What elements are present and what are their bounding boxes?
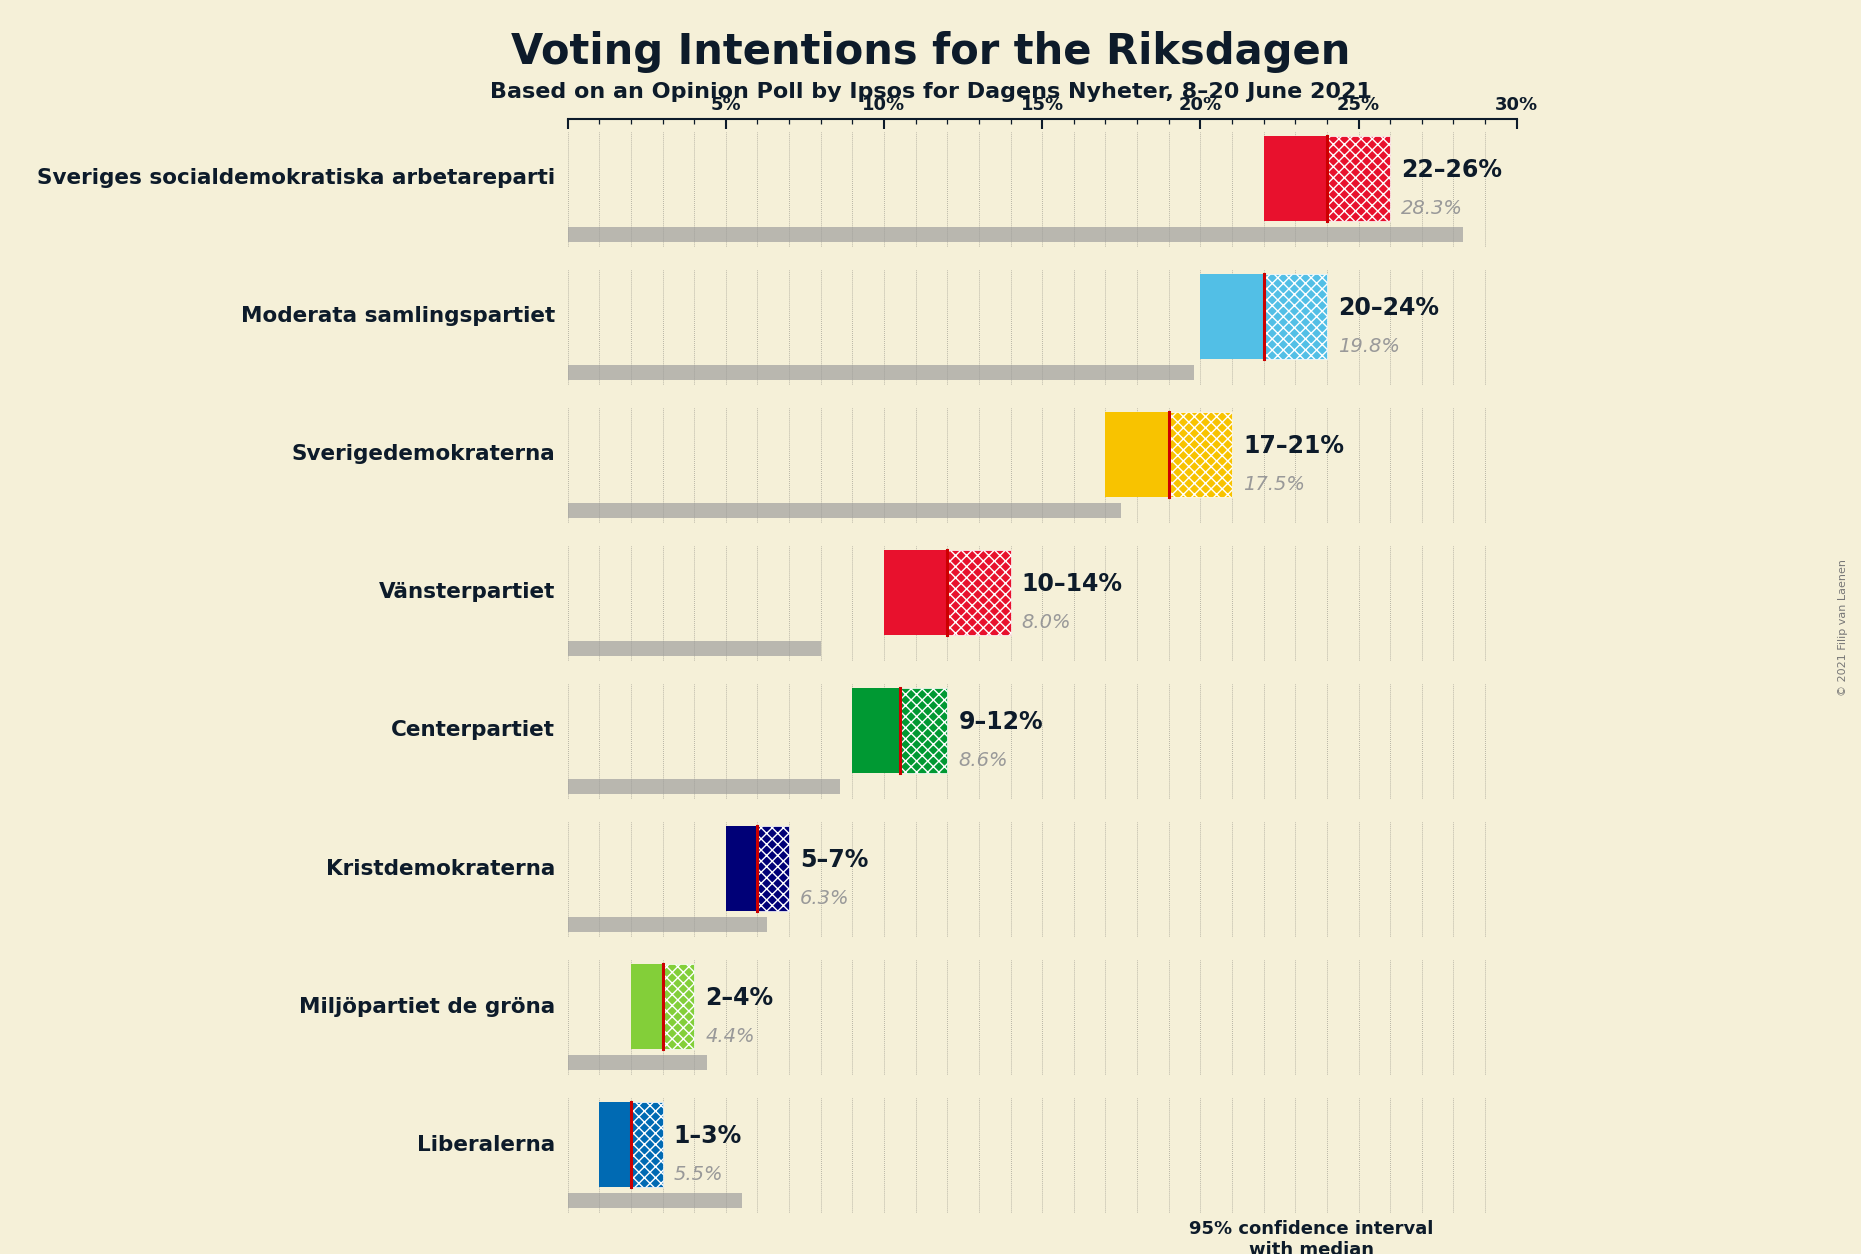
Text: Liberalerna: Liberalerna — [417, 1135, 555, 1155]
Text: 5–7%: 5–7% — [800, 848, 869, 873]
Text: Centerpartiet: Centerpartiet — [391, 721, 555, 741]
Bar — [631, 964, 663, 1050]
Text: 2–4%: 2–4% — [705, 986, 774, 1011]
Bar — [663, 964, 694, 1050]
Text: 4.4%: 4.4% — [705, 1027, 756, 1046]
Bar — [947, 549, 1011, 636]
Bar — [1200, 301, 1327, 331]
Text: © 2021 Filip van Laenen: © 2021 Filip van Laenen — [1839, 558, 1848, 696]
Text: Moderata samlingspartiet: Moderata samlingspartiet — [240, 306, 555, 326]
Text: 20–24%: 20–24% — [1338, 296, 1439, 320]
Bar — [901, 687, 947, 774]
Text: Vänsterpartiet: Vänsterpartiet — [378, 583, 555, 602]
Bar — [1264, 135, 1327, 221]
Bar — [726, 825, 757, 912]
Text: 8.0%: 8.0% — [1022, 613, 1072, 632]
Bar — [757, 825, 789, 912]
Bar — [1264, 163, 1390, 193]
Bar — [631, 992, 694, 1022]
Bar — [599, 1102, 631, 1188]
Text: 17–21%: 17–21% — [1243, 434, 1344, 458]
Bar — [1105, 411, 1169, 498]
Text: 5.5%: 5.5% — [674, 1165, 724, 1184]
Text: 17.5%: 17.5% — [1243, 475, 1305, 494]
Bar — [1318, 1234, 1394, 1254]
Text: Sveriges socialdemokratiska arbetareparti: Sveriges socialdemokratiska arbetarepart… — [37, 168, 555, 188]
Bar — [631, 1102, 663, 1188]
Text: 19.8%: 19.8% — [1338, 337, 1399, 356]
Text: 22–26%: 22–26% — [1401, 158, 1502, 182]
Bar — [1327, 135, 1390, 221]
Text: Sverigedemokraterna: Sverigedemokraterna — [290, 444, 555, 464]
Text: 10–14%: 10–14% — [1022, 572, 1122, 596]
Bar — [568, 365, 1195, 380]
Text: 6.3%: 6.3% — [800, 889, 850, 908]
Bar — [568, 641, 821, 656]
Bar — [1241, 1234, 1318, 1254]
Text: Based on an Opinion Poll by Ipsos for Dagens Nyheter, 8–20 June 2021: Based on an Opinion Poll by Ipsos for Da… — [489, 82, 1372, 102]
Text: Voting Intentions for the Riksdagen: Voting Intentions for the Riksdagen — [510, 31, 1351, 73]
Bar — [599, 1130, 663, 1160]
Bar — [1169, 411, 1232, 498]
Bar — [1264, 273, 1327, 359]
Bar — [726, 854, 789, 884]
Text: Miljöpartiet de gröna: Miljöpartiet de gröna — [300, 997, 555, 1017]
Text: Kristdemokraterna: Kristdemokraterna — [326, 859, 555, 879]
Bar — [568, 779, 839, 794]
Bar — [568, 1193, 743, 1208]
Bar — [1200, 273, 1264, 359]
Bar — [568, 227, 1463, 242]
Bar — [1105, 439, 1232, 469]
Bar — [852, 716, 947, 745]
Bar — [568, 503, 1120, 518]
Bar — [852, 687, 901, 774]
Bar — [884, 549, 947, 636]
Text: 95% confidence interval
with median: 95% confidence interval with median — [1189, 1220, 1433, 1254]
Text: 28.3%: 28.3% — [1401, 199, 1463, 218]
Text: 8.6%: 8.6% — [958, 751, 1009, 770]
Text: 9–12%: 9–12% — [958, 710, 1042, 734]
Bar — [568, 917, 767, 932]
Text: 1–3%: 1–3% — [674, 1125, 743, 1149]
Bar — [884, 578, 1011, 607]
Bar — [568, 1055, 707, 1070]
